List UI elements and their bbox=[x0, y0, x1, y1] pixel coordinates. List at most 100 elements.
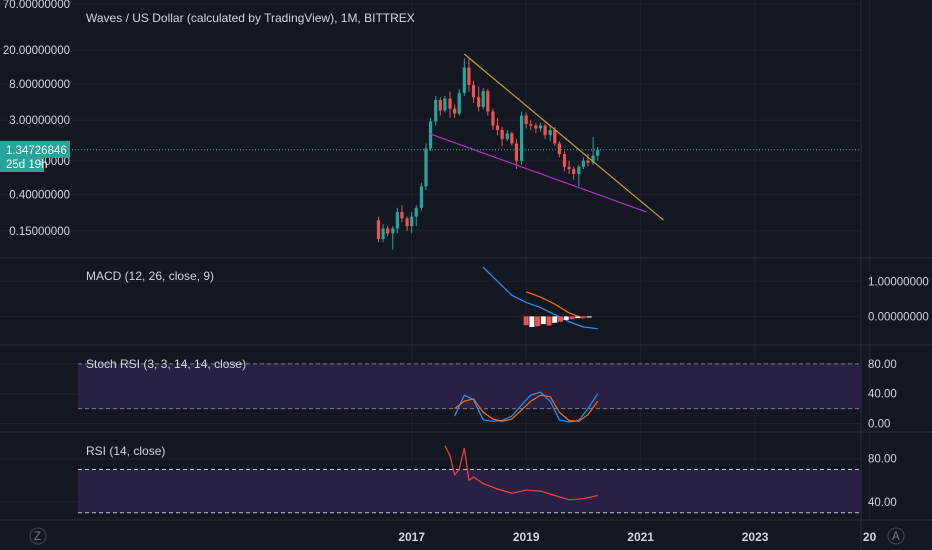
candle-body bbox=[577, 166, 581, 174]
candle-body bbox=[524, 115, 528, 125]
candle-body bbox=[405, 218, 409, 227]
main-price-tick: 8.00000000 bbox=[9, 79, 70, 91]
time-axis[interactable]: 2017 2019 2021 2023 20 bbox=[398, 530, 876, 544]
candle-body bbox=[491, 111, 495, 126]
stoch-line-1 bbox=[454, 394, 599, 422]
trendline[interactable] bbox=[463, 53, 664, 221]
macd-histogram-bar bbox=[535, 316, 541, 327]
countdown-badge-bg bbox=[0, 155, 44, 172]
rsi-price-axis[interactable]: 80.00 40.00 bbox=[868, 454, 897, 509]
macd-title: MACD (12, 26, close, 9) bbox=[86, 269, 214, 283]
candle-body bbox=[548, 130, 552, 136]
candle-body bbox=[553, 130, 557, 144]
candle-body bbox=[424, 148, 428, 187]
trendline-drawings[interactable] bbox=[428, 53, 664, 221]
candle-body bbox=[462, 67, 466, 93]
candle-body bbox=[538, 125, 543, 129]
macd-histogram-bar bbox=[586, 316, 592, 318]
rsi-price-tick: 40.00 bbox=[868, 497, 897, 509]
auto-scale-button[interactable]: A bbox=[887, 527, 905, 545]
zoom-z-label: Z bbox=[34, 531, 41, 543]
candle-body bbox=[519, 115, 524, 161]
trendline[interactable] bbox=[428, 132, 647, 213]
candle-body bbox=[567, 166, 571, 170]
macd-line-1 bbox=[525, 291, 584, 319]
macd-histogram-bar bbox=[563, 316, 569, 320]
rsi-title: RSI (14, close) bbox=[86, 444, 165, 458]
main-price-tick: 3.00000000 bbox=[9, 115, 70, 127]
main-price-tick: 0.15000000 bbox=[9, 226, 70, 238]
macd-histogram-bar bbox=[575, 316, 581, 319]
rsi-price-tick: 80.00 bbox=[868, 454, 897, 466]
time-tick: 2017 bbox=[398, 530, 425, 544]
macd-price-tick: 0.00000000 bbox=[868, 311, 929, 323]
stoch-price-tick: 80.00 bbox=[868, 359, 897, 371]
candle-body bbox=[391, 228, 395, 234]
macd-line-0 bbox=[482, 266, 598, 330]
candle-body bbox=[591, 155, 595, 163]
stoch-price-tick: 40.00 bbox=[868, 389, 897, 401]
auto-scale-label: A bbox=[892, 531, 900, 543]
stoch-price-tick: 0.00 bbox=[868, 419, 890, 431]
candle-body bbox=[457, 92, 461, 114]
candle-body bbox=[495, 125, 500, 131]
candle-body bbox=[471, 84, 476, 98]
candle-body bbox=[400, 211, 404, 219]
candle-body bbox=[443, 98, 447, 111]
candle-body bbox=[505, 133, 509, 140]
main-price-tick: 0.40000000 bbox=[9, 190, 70, 202]
time-tick: 2021 bbox=[627, 530, 654, 544]
candle-body bbox=[414, 207, 418, 217]
candle-body bbox=[543, 125, 547, 136]
candle-body bbox=[481, 91, 485, 107]
stoch-rsi-series bbox=[454, 391, 599, 423]
candle-body bbox=[514, 143, 519, 161]
stoch-rsi-price-axis[interactable]: 80.00 40.00 0.00 bbox=[868, 359, 897, 431]
time-tick: 20 bbox=[863, 530, 877, 544]
candle-body bbox=[438, 99, 442, 111]
candle-body bbox=[453, 108, 457, 114]
candle-body bbox=[510, 133, 514, 144]
candle-body bbox=[410, 216, 414, 227]
macd-histogram-bar bbox=[580, 316, 586, 318]
candle-body bbox=[529, 124, 533, 126]
stoch-rsi-title: Stoch RSI (3, 3, 14, 14, close) bbox=[86, 357, 246, 371]
zoom-z-button[interactable]: Z bbox=[29, 527, 47, 545]
candle-body bbox=[428, 121, 433, 149]
macd-price-axis[interactable]: 1.00000000 0.00000000 bbox=[868, 276, 929, 323]
macd-series bbox=[482, 266, 598, 330]
candle-body bbox=[477, 97, 481, 107]
macd-histogram-bar bbox=[529, 316, 535, 327]
candle-body bbox=[381, 228, 385, 240]
macd-histogram-bar bbox=[569, 316, 575, 320]
grid-lines bbox=[0, 0, 871, 520]
main-price-tick: 70.00000000 bbox=[3, 0, 70, 11]
candle-body bbox=[586, 160, 590, 163]
zoom-z-button-ring[interactable] bbox=[29, 527, 47, 545]
candle-body bbox=[467, 67, 471, 85]
last-price-value: 1.34726846 bbox=[6, 145, 67, 157]
candle-body bbox=[557, 143, 561, 155]
candle-body bbox=[500, 130, 504, 140]
macd-histogram-bar bbox=[523, 316, 529, 326]
main-price-axis[interactable]: 70.00000000 20.00000000 8.00000000 3.000000… bbox=[3, 0, 70, 238]
macd-histogram-bar bbox=[558, 316, 564, 322]
band-lines bbox=[78, 363, 861, 514]
candle-body bbox=[386, 228, 390, 234]
macd-histogram-bar bbox=[552, 316, 558, 323]
candlestick-series bbox=[376, 57, 600, 250]
candle-body bbox=[376, 220, 381, 240]
rsi-series bbox=[444, 445, 598, 501]
candle-body bbox=[395, 211, 399, 229]
macd-price-tick: 1.00000000 bbox=[868, 276, 929, 288]
auto-scale-button-ring[interactable] bbox=[887, 527, 905, 545]
candle-body bbox=[419, 186, 424, 208]
candle-body bbox=[534, 125, 538, 129]
candle-body bbox=[581, 160, 586, 167]
candle-body bbox=[448, 98, 452, 109]
candle-body bbox=[486, 91, 490, 112]
time-tick: 2019 bbox=[513, 530, 540, 544]
last-price-badge-bg bbox=[0, 140, 70, 158]
last-price-badge: 1.34726846 25d 19h bbox=[0, 140, 70, 172]
